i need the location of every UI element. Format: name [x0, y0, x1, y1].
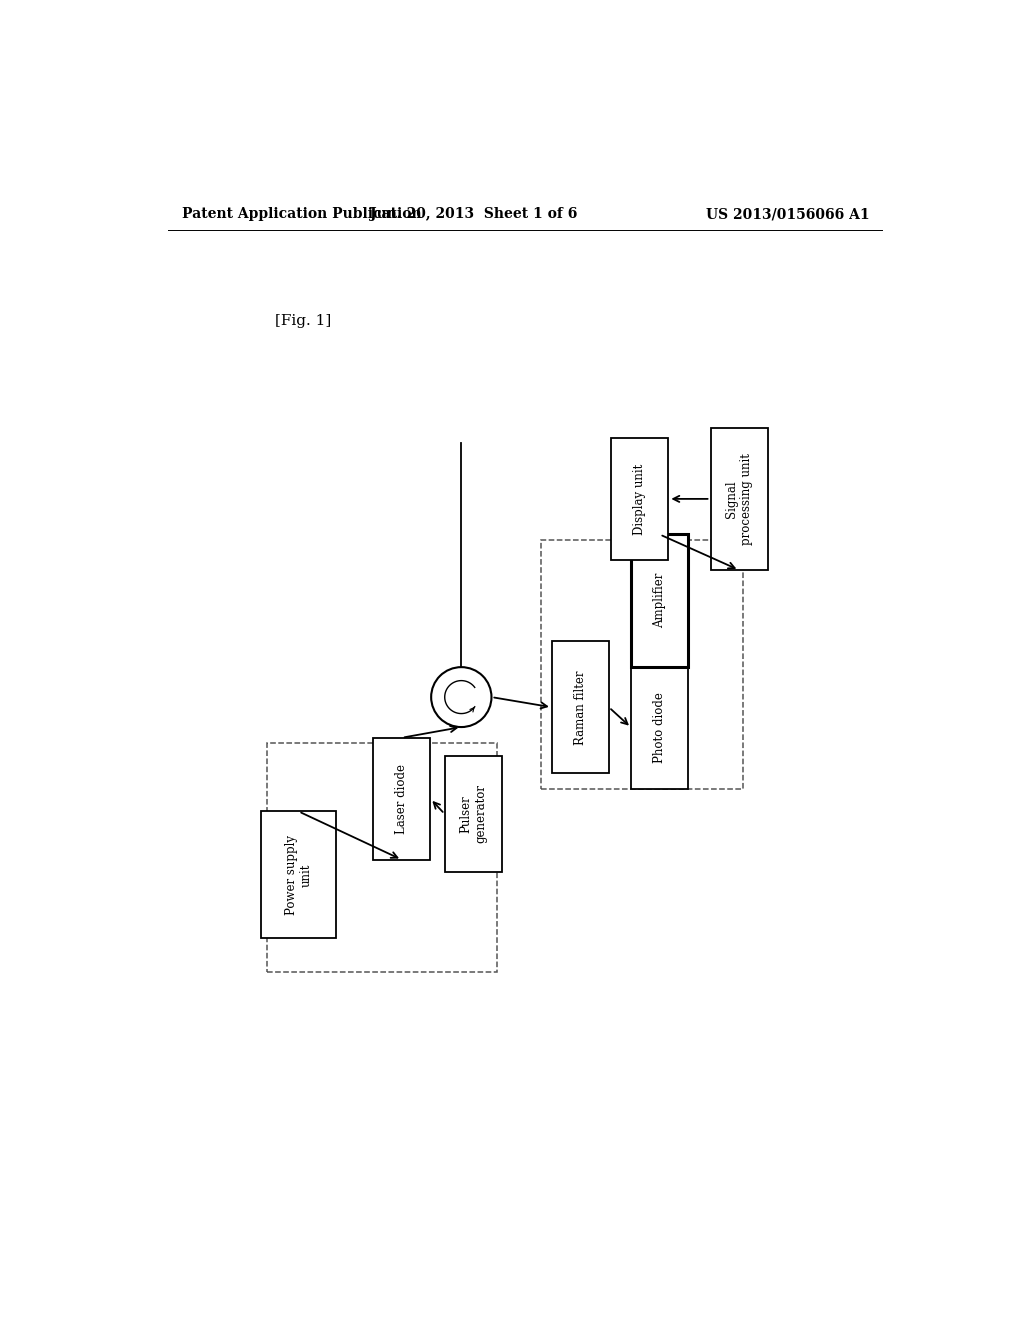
Bar: [631, 535, 688, 667]
Text: Amplifier: Amplifier: [653, 573, 667, 628]
Bar: [552, 642, 609, 774]
Text: US 2013/0156066 A1: US 2013/0156066 A1: [707, 207, 870, 222]
Bar: [711, 428, 768, 570]
Text: Display unit: Display unit: [634, 463, 646, 535]
Text: Photo diode: Photo diode: [653, 692, 667, 763]
Bar: [373, 738, 430, 859]
Text: Jun. 20, 2013  Sheet 1 of 6: Jun. 20, 2013 Sheet 1 of 6: [370, 207, 577, 222]
Text: Signal
processing unit: Signal processing unit: [725, 453, 753, 545]
Text: Raman filter: Raman filter: [573, 671, 587, 744]
Text: Patent Application Publication: Patent Application Publication: [182, 207, 422, 222]
Bar: [541, 540, 743, 788]
Ellipse shape: [431, 667, 492, 727]
Bar: [261, 812, 336, 939]
Text: Laser diode: Laser diode: [395, 764, 409, 834]
Bar: [267, 743, 497, 972]
Text: [Fig. 1]: [Fig. 1]: [274, 314, 331, 329]
Bar: [444, 755, 502, 873]
Text: Power supply
unit: Power supply unit: [285, 836, 312, 915]
Bar: [611, 438, 669, 560]
Bar: [631, 667, 688, 788]
Text: Pulser
generator: Pulser generator: [459, 784, 487, 843]
